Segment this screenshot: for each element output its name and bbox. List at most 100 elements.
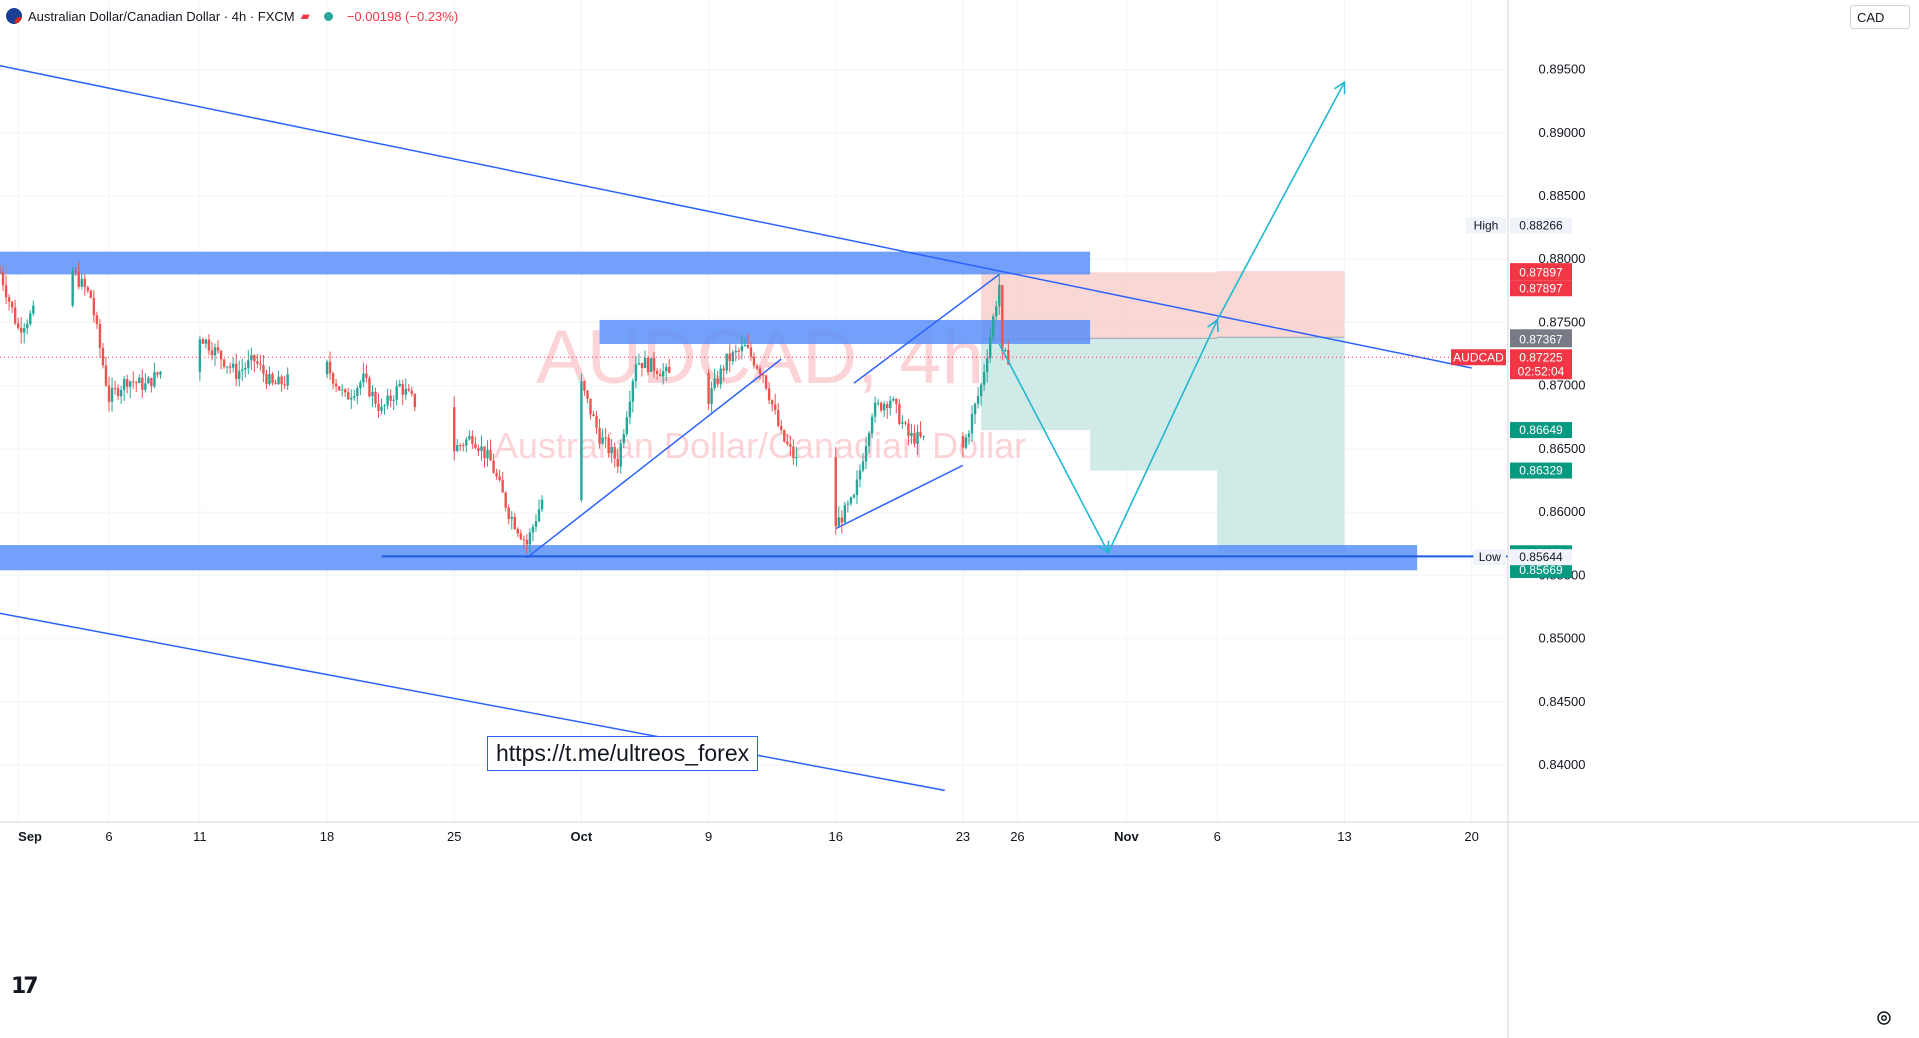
supply-demand-zones[interactable] [0,251,1418,571]
candle-body [462,445,465,447]
candle-body [846,503,850,505]
candle-body [392,399,395,401]
x-tick-label: 20 [1464,829,1478,844]
y-tick-label: 0.85000 [1539,631,1586,646]
candle-body [522,539,526,541]
candle-body [486,449,489,459]
candle-body [664,366,668,372]
price-label-value: 0.85669 [1519,563,1563,577]
candle-body [513,516,516,529]
candle-body [892,399,895,401]
market-open-icon[interactable] [323,11,333,21]
y-tick-label: 0.84000 [1539,757,1586,772]
gear-icon[interactable] [1876,1010,1892,1026]
candle-body [783,430,786,442]
candle-body [129,381,132,387]
candle-body [135,382,138,384]
candle-body [471,435,474,444]
candle-body [328,361,332,374]
price-zone [599,319,1091,344]
candle-body [622,434,625,444]
candle-body [519,533,523,540]
price-label-box [1510,349,1572,380]
price-label-value: 0.87897 [1519,265,1563,279]
candle-body [728,353,731,362]
candle-body [883,404,886,411]
candle-body [713,378,716,389]
price-label-tag-box [1466,217,1506,234]
candle-body [77,271,80,287]
candle-body [858,470,862,480]
projection-segment [1107,319,1219,553]
candle-body [964,437,968,448]
candle-body [283,384,286,386]
candle-body [501,480,504,493]
y-tick-label: 0.88500 [1539,188,1586,203]
candle-body [107,385,111,402]
candle-body [234,363,238,379]
candle-body [32,305,35,314]
candle-body [247,360,250,369]
candle-body [453,407,456,452]
price-label-tag: Low [1479,550,1501,564]
candle-body [995,306,998,317]
price-label-box [1510,331,1572,348]
candle-body [834,457,837,527]
candle-body [368,377,371,397]
candle-body [101,347,105,366]
candle-body [792,446,795,459]
x-tick-label: 16 [829,829,843,844]
candle-body [855,479,859,495]
candle-body [395,386,398,400]
symbol-title[interactable]: Australian Dollar/Canadian Dollar · 4h ·… [28,8,295,24]
candle-body [277,376,280,385]
candle-body [138,377,141,384]
time-axis-panel [0,822,1919,1038]
candle-body [225,366,229,368]
chart-legend: Australian Dollar/Canadian Dollar · 4h ·… [6,5,458,27]
take-profit-area [981,339,1091,431]
candle-body [898,403,901,424]
price-label-value: 0.85644 [1519,550,1563,564]
candle-body [110,388,114,402]
candle-body [119,390,123,397]
price-label-tag-box [1473,549,1506,566]
candle-body [23,328,26,333]
candle-body [92,297,96,316]
candle-body [922,435,925,437]
candle-body [661,371,665,377]
candle-body [80,278,83,287]
candle-body [377,403,380,411]
currency-button[interactable]: CAD [1850,5,1910,29]
candle-body [870,416,874,434]
candle-body [607,437,610,454]
candle-body [228,366,232,368]
candle-body [413,393,417,408]
price-change: −0.00198 (−0.23%) [346,8,459,24]
x-tick-label: Nov [1114,829,1139,844]
candle-body [988,336,992,359]
x-tick-label: Oct [571,829,593,844]
candle-body [646,357,650,372]
candle-body [719,368,722,385]
candle-body [786,441,789,445]
candle-body [658,374,662,377]
candle-body [210,350,214,356]
candle-body [86,287,90,291]
market-closed-icon[interactable]: ▰ [300,9,310,23]
candle-body [852,494,856,498]
candle-body [213,347,217,356]
trendline [853,273,1000,384]
candle-body [919,431,922,437]
price-label-box [1510,562,1572,579]
projection-path[interactable] [998,80,1346,555]
tradingview-logo-icon[interactable]: 17 [11,974,39,999]
candle-body [625,417,629,435]
trendlines[interactable] [0,65,1508,792]
candle-body [262,365,265,374]
price-label-box [1510,280,1572,297]
y-tick-label: 0.86500 [1539,441,1586,456]
candle-body [280,376,283,385]
price-label-box [1510,462,1572,479]
